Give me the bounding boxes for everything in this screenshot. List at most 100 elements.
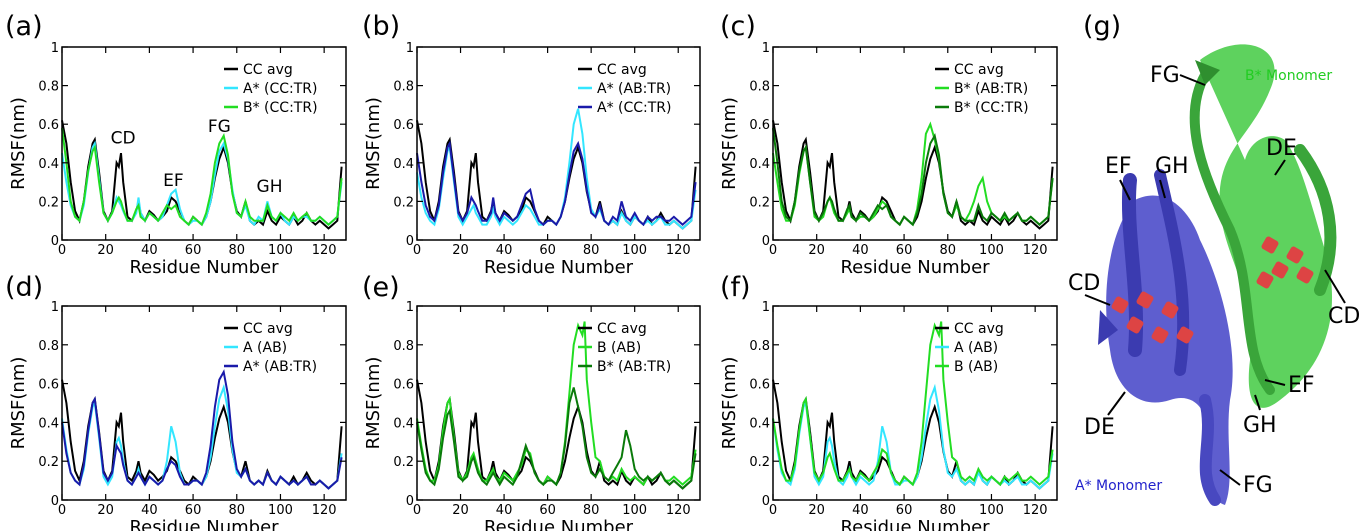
protein-structure: (g) FG DE EF GH CD CD EF GH DE FG B* Monomer A* Mono…: [1068, 11, 1360, 506]
x-tick-label: 120: [666, 503, 691, 518]
plot-frame: [772, 305, 1058, 501]
y-tick-label: 1: [762, 300, 770, 315]
x-tick-label: 100: [622, 503, 647, 518]
plot-frame: [416, 305, 701, 501]
y-axis-label: RMSF(nm): [8, 97, 29, 190]
series-line-2: [416, 387, 697, 490]
y-tick-label: 0.6: [749, 378, 770, 393]
x-axis-label: Residue Number: [484, 517, 634, 531]
region-leader-line: [1119, 179, 1131, 201]
y-tick-label: 1: [406, 41, 414, 56]
x-axis-label: Residue Number: [129, 517, 279, 531]
y-tick-label: 0.2: [38, 455, 59, 470]
monomer-b-strand: [1189, 70, 1275, 395]
y-axis-label: RMSF(nm): [363, 97, 384, 190]
region-annotation: EF: [163, 171, 184, 191]
y-tick-label: 0.6: [393, 118, 414, 133]
x-tick-label: 20: [452, 243, 469, 258]
x-tick-label: 100: [622, 243, 647, 258]
region-leader-line: [1179, 74, 1206, 86]
monomer-b-loop: [1195, 60, 1220, 85]
legend-entry: CC avg: [243, 321, 293, 337]
ligand-stick: [1136, 291, 1154, 309]
y-axis-label: RMSF(nm): [719, 97, 740, 190]
y-tick-label: 1: [406, 300, 414, 315]
legend-entry: A* (AB:TR): [243, 359, 317, 375]
y-tick-label: 0: [762, 234, 770, 249]
x-tick-label: 0: [58, 243, 66, 258]
monomer-a-loop: [1098, 310, 1118, 345]
y-tick-label: 1: [51, 300, 59, 315]
x-axis-label: Residue Number: [840, 517, 990, 531]
series-line-2: [61, 369, 343, 490]
monomer-b-body: [1200, 44, 1333, 408]
monomer-a-strand: [1154, 169, 1190, 376]
legend-entry: A* (AB:TR): [597, 81, 671, 97]
x-tick-label: 40: [496, 243, 513, 258]
ligand-stick: [1176, 326, 1194, 344]
y-tick-label: 0.2: [749, 195, 770, 210]
y-tick-label: 0.2: [749, 455, 770, 470]
y-tick-label: 1: [51, 41, 59, 56]
legend-entry: B (AB): [954, 359, 998, 375]
ligand-stick: [1296, 266, 1314, 284]
y-tick-label: 0.8: [393, 339, 414, 354]
y-tick-label: 0.6: [749, 118, 770, 133]
monomer-b-label: B* Monomer: [1245, 68, 1332, 84]
y-tick-label: 0.6: [38, 378, 59, 393]
ligand-stick: [1271, 261, 1289, 279]
x-tick-label: 120: [1023, 243, 1048, 258]
x-tick-label: 60: [185, 503, 202, 518]
plot-frame: [416, 46, 701, 241]
legend-entry: CC avg: [243, 62, 293, 78]
x-tick-label: 80: [939, 503, 956, 518]
ligand-stick: [1256, 271, 1274, 289]
y-axis-label: RMSF(nm): [363, 357, 384, 450]
y-axis-label: RMSF(nm): [719, 357, 740, 450]
legend-entry: B* (AB:TR): [954, 81, 1028, 97]
y-tick-label: 0.4: [393, 416, 414, 431]
chart-panel-5: (f) 0 20 40 60 80 100 120 0 0.2 0.4 0.6 0.8 1 Residue …: [719, 272, 1058, 531]
y-tick-label: 0.4: [749, 157, 770, 172]
series-line-2: [416, 140, 697, 227]
region-label: FG: [1150, 63, 1180, 88]
ligand-stick: [1126, 316, 1144, 334]
legend-entry: B (AB): [597, 340, 641, 356]
region-label: FG: [1243, 473, 1273, 498]
y-tick-label: 0: [406, 234, 414, 249]
region-leader-line: [1084, 294, 1111, 306]
x-tick-label: 80: [939, 243, 956, 258]
series-line-2: [772, 321, 1054, 487]
y-tick-label: 0.6: [393, 378, 414, 393]
x-tick-label: 120: [666, 243, 691, 258]
region-label: EF: [1105, 154, 1132, 179]
x-tick-label: 100: [268, 243, 293, 258]
x-tick-label: 0: [769, 243, 777, 258]
plot-frame: [61, 46, 347, 241]
series-line-1: [772, 383, 1054, 490]
x-tick-label: 40: [852, 503, 869, 518]
legend-entry: A* (CC:TR): [243, 81, 318, 97]
y-tick-label: 0.4: [749, 416, 770, 431]
x-tick-label: 0: [413, 243, 421, 258]
panel-label: (d): [5, 272, 43, 303]
series-line-2: [772, 127, 1054, 227]
legend-entry: A (AB): [243, 340, 287, 356]
x-axis-label: Residue Number: [129, 257, 279, 278]
x-tick-label: 20: [97, 503, 114, 518]
x-tick-label: 80: [583, 503, 600, 518]
region-annotation: CD: [111, 129, 136, 149]
y-tick-label: 0.8: [749, 80, 770, 95]
y-tick-label: 0.8: [749, 339, 770, 354]
x-tick-label: 40: [141, 503, 158, 518]
panel-label: (f): [720, 272, 751, 303]
region-leader-line: [1324, 269, 1346, 304]
legend-entry: A (AB): [954, 340, 998, 356]
legend-entry: CC avg: [954, 321, 1004, 337]
region-label: DE: [1266, 136, 1297, 161]
ligand-stick: [1111, 296, 1129, 314]
x-axis-label: Residue Number: [840, 257, 990, 278]
y-tick-label: 0: [762, 494, 770, 509]
y-tick-label: 0.4: [38, 416, 59, 431]
